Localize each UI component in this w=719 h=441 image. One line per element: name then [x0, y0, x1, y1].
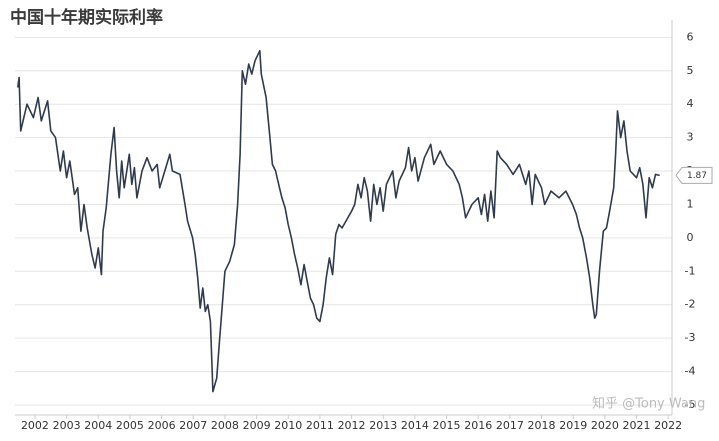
y-tick-label: 6 — [687, 30, 694, 43]
x-tick-label: 2020 — [591, 419, 619, 432]
y-tick-label: 5 — [687, 64, 694, 77]
x-tick-label: 2013 — [369, 419, 397, 432]
x-tick-label: 2018 — [528, 419, 556, 432]
y-tick-label: -2 — [685, 298, 696, 311]
y-tick-label: 4 — [687, 97, 694, 110]
y-tick-label: 3 — [687, 131, 694, 144]
last-value-label: 1.87 — [687, 171, 707, 181]
x-tick-label: 2006 — [148, 419, 176, 432]
x-tick-label: 2012 — [338, 419, 366, 432]
y-tick-label: 0 — [687, 231, 694, 244]
last-value-box — [675, 166, 713, 184]
y-tick-label: -3 — [685, 331, 696, 344]
y-tick-label: 1 — [687, 197, 694, 210]
x-tick-label: 2010 — [274, 419, 302, 432]
chart-title: 中国十年期实际利率 — [10, 7, 163, 28]
x-tick-label: 2005 — [116, 419, 144, 432]
x-tick-label: 2019 — [559, 419, 587, 432]
x-tick-label: 2004 — [84, 419, 112, 432]
x-tick-label: 2007 — [179, 419, 207, 432]
x-tick-label: 2021 — [623, 419, 651, 432]
y-tick-label: -1 — [685, 264, 696, 277]
x-tick-label: 2008 — [211, 419, 239, 432]
x-tick-label: 2002 — [21, 419, 49, 432]
x-tick-label: 2016 — [464, 419, 492, 432]
x-tick-label: 2022 — [654, 419, 682, 432]
x-tick-label: 2017 — [496, 419, 524, 432]
x-tick-label: 2003 — [53, 419, 81, 432]
y-tick-label: -5 — [685, 398, 696, 411]
x-tick-label: 2009 — [243, 419, 271, 432]
x-tick-label: 2011 — [306, 419, 334, 432]
line-series — [17, 49, 660, 393]
y-tick-label: -4 — [685, 365, 696, 378]
watermark: 知乎 @Tony Wang — [592, 396, 705, 412]
x-tick-label: 2014 — [401, 419, 429, 432]
x-tick-label: 2015 — [433, 419, 461, 432]
